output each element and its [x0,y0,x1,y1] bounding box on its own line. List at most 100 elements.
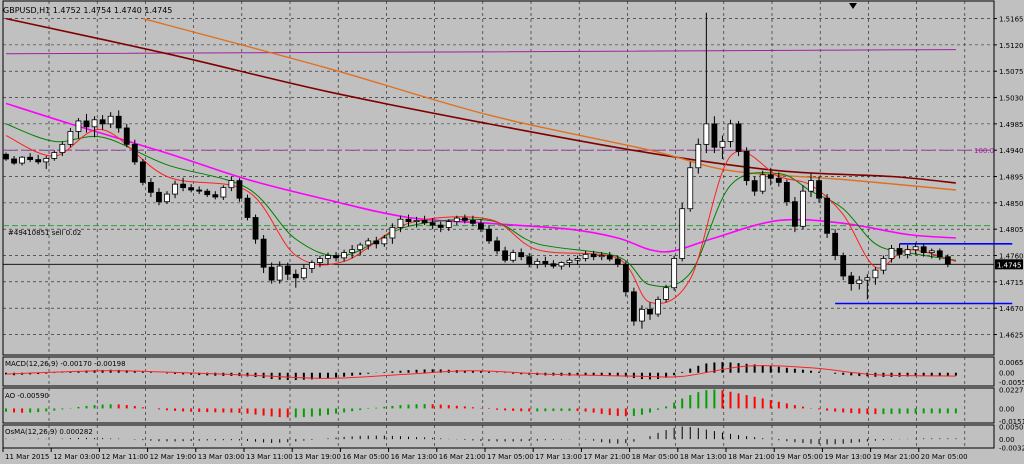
candle-body [220,187,227,198]
candle-body [308,262,315,269]
macd-label: MACD(12,26,9) -0.00170 -0.00198 [5,360,126,368]
candle-body [75,120,82,132]
candle-body [405,218,412,222]
ao-label: AO -0.00590 [5,392,49,400]
osma-label: OsMA(12,26,9) 0.000282 [5,428,93,436]
chart-shift-marker [849,3,857,9]
macd-tick-label: -0.0055 [999,379,1024,387]
candle-body [582,253,589,259]
candle-body [510,252,517,261]
candle-body [147,181,154,193]
candle-body [695,143,702,169]
candle-body [800,190,806,227]
candle-body [920,246,927,254]
macd-tick-label: 0.00 [999,370,1015,378]
candle-body [944,256,951,265]
time-tick-label: 11 Mar 2015 [5,453,49,461]
candle-body [131,143,138,163]
candle-body [647,308,653,315]
candle-body [743,150,750,182]
candle-body [526,256,533,265]
time-tick-label: 12 Mar 03:00 [53,453,100,461]
candle-body [115,115,122,129]
time-tick-label: 12 Mar 11:00 [101,453,148,461]
current-price-box [995,259,1023,270]
candle-body [91,119,98,128]
current-price-label: 1.4745 [997,261,1022,269]
time-tick-label: 17 Mar 13:00 [535,453,582,461]
candle-body [11,158,17,164]
candle-body [735,123,742,152]
candle-body [904,249,911,255]
time-tick-label: 18 Mar 13:00 [680,453,727,461]
ma-darkred-line [5,17,956,184]
candle-body [107,115,114,125]
candle-body [542,260,549,265]
candle-body [614,258,621,265]
candle-body [325,255,331,259]
candle-body [3,153,9,160]
candle-body [180,183,187,189]
candle-body [196,189,203,192]
candle-body [156,191,162,203]
osma-tick-label: 0.00 [999,436,1015,444]
candle-body [51,152,58,159]
ma-red-line [5,129,957,305]
candle-body [631,291,637,322]
candle-body [445,221,452,228]
symbol-header: GBPUSD,H1 1.4752 1.4754 1.4740 1.4745 [3,6,172,15]
price-tick-label: 1.5030 [999,95,1024,103]
candle-body [775,177,782,183]
candle-body [317,258,323,263]
axes: 1.5165 1.5120 1.5075 1.5030 1.4985 1.4940 1.48… [2,3,1024,461]
candle-body [856,279,863,285]
time-tick-label: 16 Mar 13:00 [391,453,438,461]
time-tick-label: 19 Mar 13:00 [824,453,871,461]
candle-body [300,268,307,279]
ao-tick-label: 0.0227 [999,387,1024,395]
candle-body [268,266,275,281]
candle-body [494,240,500,252]
time-tick-label: 19 Mar 05:00 [776,453,823,461]
time-tick-label: 20 Mar 05:00 [921,453,968,461]
candle-body [469,220,476,224]
candle-body [655,299,661,315]
ma-green-line [5,123,956,288]
candle-body [622,263,629,293]
pane-ao [2,387,995,424]
candle-body [333,255,339,259]
candle-body [767,174,774,179]
candle-body [397,218,404,228]
candle-body [936,250,943,258]
candle-body [759,174,766,192]
candle-body [502,250,509,261]
candle-body [912,246,919,251]
price-tick-label: 1.4895 [999,174,1024,182]
candle-body [566,259,573,263]
indicators [5,362,957,445]
time-tick-label: 18 Mar 05:00 [632,453,679,461]
candle-body [880,258,887,271]
candle-body [751,180,758,192]
candle-body [816,180,822,199]
time-tick-label: 16 Mar 05:00 [342,453,389,461]
candle-body [848,275,855,285]
candle-body [244,197,251,218]
candle-body [606,255,613,260]
time-tick-label: 12 Mar 19:00 [150,453,197,461]
candle-body [260,238,267,268]
price-tick-label: 1.4850 [999,200,1024,208]
price-tick-label: 1.5165 [999,16,1024,24]
candle-body [518,252,525,258]
candle-body [228,180,235,189]
candle-body [252,217,259,240]
candle-body [687,167,694,210]
candle-body [83,120,90,128]
price-tick-label: 1.5120 [999,42,1024,50]
candle-body [429,222,436,226]
candle-body [711,123,718,148]
level-label: 100.0 [974,147,994,155]
candle-body [59,143,66,153]
candle-body [840,255,847,277]
candle-body [164,193,170,203]
